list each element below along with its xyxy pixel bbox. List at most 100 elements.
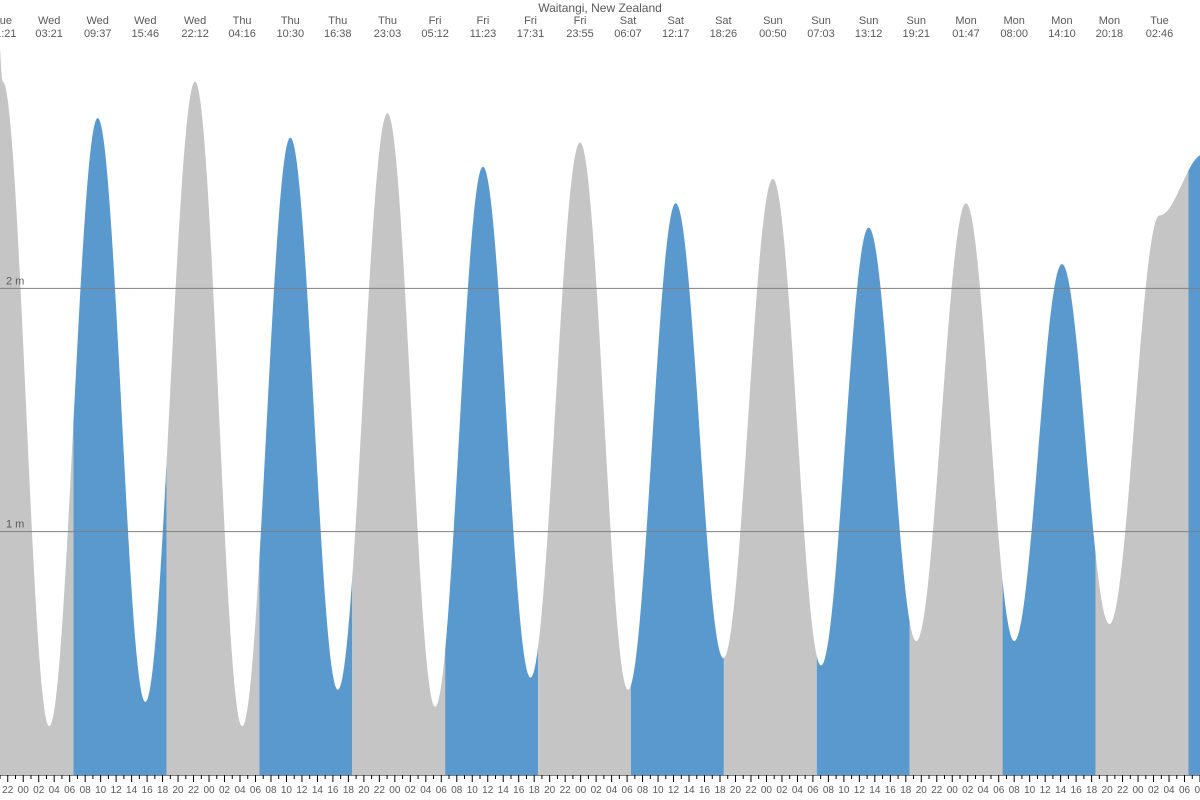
x-hour-label: 12	[668, 785, 680, 796]
top-label-day: Mon	[1099, 15, 1120, 27]
x-hour-label: 10	[281, 785, 293, 796]
top-label-time: 05:12	[421, 28, 449, 40]
x-hour-label: 06	[622, 785, 634, 796]
top-label-day: Wed	[184, 15, 206, 27]
x-hour-label: 02	[1148, 785, 1160, 796]
x-hour-label: 22	[745, 785, 757, 796]
x-axis-ticks: 2200020406081012141618202200020406081012…	[0, 775, 1200, 796]
x-hour-label: 20	[916, 785, 928, 796]
x-hour-label: 00	[575, 785, 587, 796]
top-label-time: 13:12	[855, 28, 883, 40]
x-hour-label: 08	[451, 785, 463, 796]
x-hour-label: 04	[978, 785, 990, 796]
top-label-day: Sun	[906, 15, 926, 27]
y-axis-label: 2 m	[6, 275, 24, 287]
x-hour-label: 16	[885, 785, 897, 796]
x-hour-label: 08	[80, 785, 92, 796]
x-hour-label: 14	[869, 785, 881, 796]
x-hour-label: 14	[1055, 785, 1067, 796]
x-hour-label: 18	[343, 785, 355, 796]
top-label-day: Sat	[620, 15, 637, 27]
x-hour-label: 12	[296, 785, 308, 796]
top-label-day: Tue	[0, 15, 12, 27]
x-hour-label: 06	[64, 785, 76, 796]
top-label-day: Wed	[86, 15, 108, 27]
x-hour-label: 06	[250, 785, 262, 796]
x-hour-label: 00	[18, 785, 30, 796]
top-label-day: Thu	[328, 15, 347, 27]
x-hour-label: 08	[1194, 785, 1200, 796]
top-label-day: Sun	[763, 15, 783, 27]
x-hour-label: 02	[405, 785, 417, 796]
x-hour-label: 20	[1102, 785, 1114, 796]
x-hour-label: 02	[776, 785, 788, 796]
x-hour-label: 02	[591, 785, 603, 796]
top-label-time: 04:16	[228, 28, 256, 40]
x-hour-label: 22	[2, 785, 14, 796]
top-label-day: Sun	[811, 15, 831, 27]
top-label-time: 14:10	[1048, 28, 1076, 40]
x-hour-label: 18	[714, 785, 726, 796]
x-hour-label: 22	[374, 785, 386, 796]
x-hour-label: 22	[931, 785, 943, 796]
x-hour-label: 04	[234, 785, 246, 796]
x-hour-label: 22	[1117, 785, 1129, 796]
top-label-time: 16:38	[324, 28, 352, 40]
x-hour-label: 02	[219, 785, 231, 796]
x-hour-label: 02	[962, 785, 974, 796]
x-hour-label: 22	[188, 785, 200, 796]
top-label-time: 07:03	[807, 28, 835, 40]
x-hour-label: 10	[653, 785, 665, 796]
x-hour-label: 06	[436, 785, 448, 796]
top-label-day: Fri	[574, 15, 587, 27]
x-hour-label: 20	[544, 785, 556, 796]
x-hour-label: 20	[173, 785, 185, 796]
top-label-day: Tue	[1150, 15, 1169, 27]
x-hour-label: 10	[1024, 785, 1036, 796]
x-hour-label: 18	[900, 785, 912, 796]
x-hour-label: 00	[389, 785, 401, 796]
x-hour-label: 16	[699, 785, 711, 796]
x-hour-label: 08	[637, 785, 649, 796]
x-hour-label: 00	[947, 785, 959, 796]
top-label-time: 01:47	[952, 28, 980, 40]
top-label-day: Thu	[378, 15, 397, 27]
x-hour-label: 14	[126, 785, 138, 796]
top-label-day: Sat	[667, 15, 684, 27]
x-hour-label: 14	[498, 785, 510, 796]
x-hour-label: 16	[1071, 785, 1083, 796]
x-hour-label: 06	[807, 785, 819, 796]
chart-title: Waitangi, New Zealand	[538, 1, 662, 15]
x-hour-label: 12	[482, 785, 494, 796]
top-label-time: 21:21	[0, 28, 16, 40]
top-label-time: 08:00	[1000, 28, 1028, 40]
top-label-day: Mon	[1003, 15, 1024, 27]
x-hour-label: 04	[1163, 785, 1175, 796]
x-hour-label: 00	[761, 785, 773, 796]
x-hour-label: 00	[203, 785, 215, 796]
top-label-day: Wed	[38, 15, 60, 27]
top-label-day: Thu	[233, 15, 252, 27]
top-label-time: 09:37	[84, 28, 112, 40]
tide-fill	[0, 0, 1200, 775]
top-label-time: 17:31	[517, 28, 545, 40]
top-label-time: 23:03	[374, 28, 402, 40]
x-hour-label: 10	[95, 785, 107, 796]
x-hour-label: 18	[1086, 785, 1098, 796]
tide-chart-svg: 1 m2 m2200020406081012141618202200020406…	[0, 0, 1200, 800]
x-hour-label: 12	[1040, 785, 1052, 796]
x-hour-label: 20	[358, 785, 370, 796]
top-label-day: Thu	[281, 15, 300, 27]
x-hour-label: 18	[157, 785, 169, 796]
x-hour-label: 14	[312, 785, 324, 796]
top-label-day: Fri	[524, 15, 537, 27]
x-hour-label: 10	[467, 785, 479, 796]
x-hour-label: 18	[529, 785, 541, 796]
top-label-time: 10:30	[277, 28, 305, 40]
x-hour-label: 12	[854, 785, 866, 796]
top-label-day: Mon	[955, 15, 976, 27]
x-hour-label: 00	[1133, 785, 1145, 796]
top-label-time: 23:55	[566, 28, 594, 40]
tide-chart: 1 m2 m2200020406081012141618202200020406…	[0, 0, 1200, 800]
x-hour-label: 22	[560, 785, 572, 796]
